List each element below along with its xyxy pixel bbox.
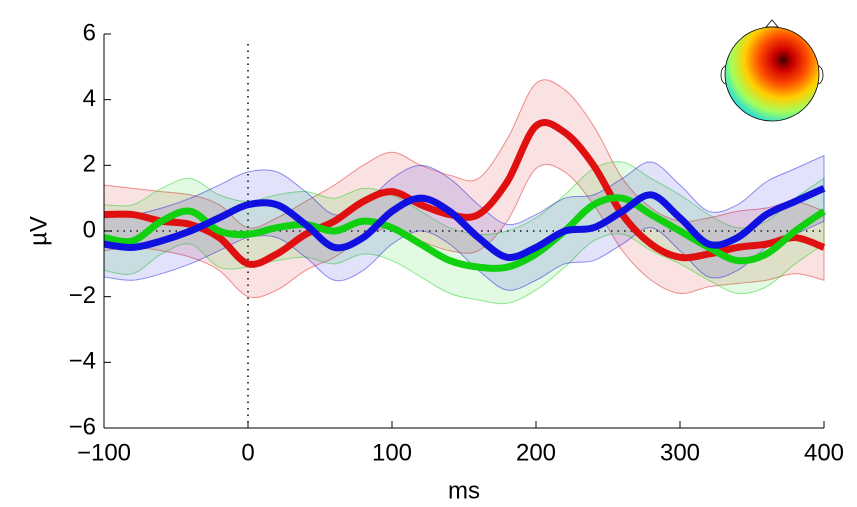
line	[103, 119, 826, 268]
x-tick-label: 200	[516, 439, 556, 466]
y-axis-label: µV	[25, 216, 52, 246]
y-tick-label: −6	[69, 413, 96, 440]
y-tick-label: −2	[69, 282, 96, 309]
x-tick-label: 0	[241, 439, 254, 466]
x-tick-label: 100	[372, 439, 412, 466]
line	[103, 185, 826, 261]
y-tick-label: 6	[83, 19, 96, 46]
x-tick-label: 300	[660, 439, 700, 466]
y-tick-label: 0	[83, 216, 96, 243]
y-tick-label: 2	[83, 151, 96, 178]
x-tick-label: −100	[77, 439, 131, 466]
y-tick-label: 4	[83, 85, 96, 112]
x-tick-label: 400	[804, 439, 844, 466]
head-topography	[720, 19, 824, 122]
y-tick-label: −4	[69, 348, 96, 375]
x-axis-label: ms	[448, 477, 480, 504]
